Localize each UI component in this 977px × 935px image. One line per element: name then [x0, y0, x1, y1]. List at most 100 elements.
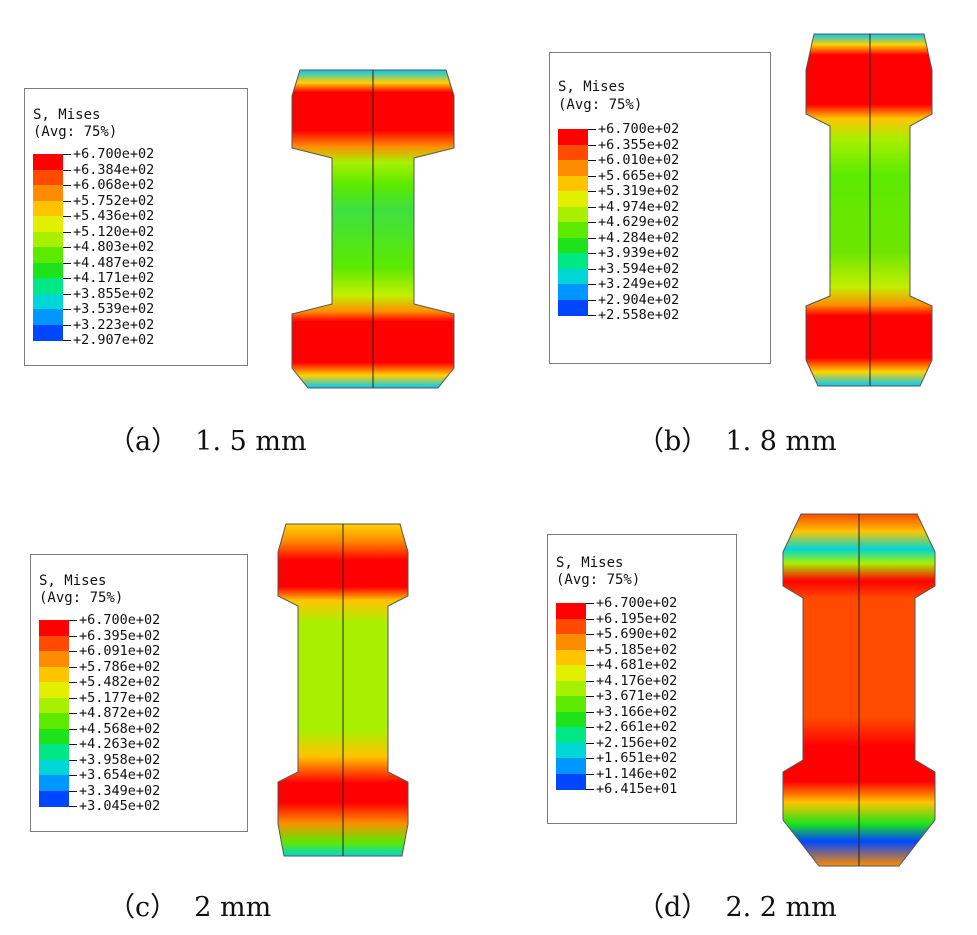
legend-tick — [69, 666, 77, 668]
color-swatch — [558, 144, 588, 161]
color-swatch — [39, 759, 69, 776]
legend-tick — [586, 789, 594, 790]
legend-tick-label: +3.958e+02 — [79, 751, 161, 768]
color-swatch — [558, 206, 588, 223]
legend-tick — [588, 299, 596, 301]
legend-tick-label: +6.700e+02 — [596, 595, 678, 611]
legend-tick-label: +5.120e+02 — [73, 223, 155, 240]
legend-tick-label: +4.568e+02 — [79, 720, 161, 737]
legend-tick-label: +3.855e+02 — [73, 285, 155, 302]
legend-tick — [588, 206, 596, 208]
legend-tick-label: +3.671e+02 — [596, 688, 678, 704]
legend-tick — [586, 773, 594, 775]
legend-tick — [588, 315, 596, 316]
legend-subtitle-a: (Avg: 75%) — [33, 124, 118, 140]
caption-a: （a） 1. 5 mm — [108, 426, 307, 457]
legend-tick-label: +3.939e+02 — [598, 245, 680, 261]
legend-tick-label: +4.872e+02 — [79, 705, 161, 721]
legend-tick-label: +5.319e+02 — [598, 183, 680, 199]
panel-d: S, Mises (Avg: 75%) +6.700e+02 +6.195e+02… — [489, 468, 977, 935]
color-swatch — [556, 618, 586, 635]
legend-tick — [63, 293, 71, 295]
legend-tick — [588, 160, 596, 161]
specimen-d — [782, 513, 936, 867]
legend-tick — [586, 680, 594, 682]
specimen-c — [277, 523, 409, 857]
legend-tick-label: +2.661e+02 — [596, 719, 678, 735]
legend-tick — [63, 247, 71, 248]
legend-tick-label: +2.156e+02 — [596, 734, 678, 751]
legend-tick-label: +5.665e+02 — [598, 167, 680, 184]
color-swatch — [39, 682, 69, 699]
legend-tick — [586, 696, 594, 697]
legend-tick — [69, 759, 77, 761]
legend-tick — [63, 185, 71, 186]
legend-tick-label: +5.177e+02 — [79, 689, 161, 706]
legend-tick — [588, 175, 596, 177]
legend-tick — [63, 154, 71, 155]
legend-tick-label: +6.010e+02 — [598, 152, 680, 168]
legend-tick-label: +1.651e+02 — [596, 750, 678, 766]
legend-tick-label: +5.752e+02 — [73, 192, 155, 209]
legend-tick-label: +3.045e+02 — [79, 798, 161, 814]
color-swatch — [39, 697, 69, 714]
legend-subtitle-b: (Avg: 75%) — [558, 97, 643, 113]
caption-c: （c） 2 mm — [108, 892, 272, 923]
color-swatch — [556, 711, 586, 728]
legend-tick — [588, 268, 596, 270]
legend-tick — [69, 635, 77, 637]
legend-tick-label: +4.487e+02 — [73, 254, 155, 271]
legend-tick-label: +6.395e+02 — [79, 627, 161, 644]
legend-tick — [586, 742, 594, 744]
legend-tick-label: +5.185e+02 — [596, 641, 678, 658]
specimen-a — [291, 69, 455, 389]
color-swatch — [33, 293, 63, 310]
legend-tick-label: +4.284e+02 — [598, 229, 680, 246]
legend-tick — [69, 620, 77, 621]
legend-subtitle-c: (Avg: 75%) — [39, 590, 124, 606]
caption-b: （b） 1. 8 mm — [637, 426, 837, 457]
legend-tick — [586, 665, 594, 666]
legend-tick-label: +1.146e+02 — [596, 765, 678, 782]
legend-tick-label: +3.594e+02 — [598, 260, 680, 277]
legend-tick — [63, 200, 71, 202]
legend-tick — [63, 324, 71, 326]
color-swatch — [33, 262, 63, 279]
color-swatch — [33, 169, 63, 186]
color-swatch — [556, 758, 586, 775]
color-swatch — [33, 278, 63, 295]
panel-a: S, Mises (Avg: 75%) +6.700e+02 +6.384e+02… — [0, 0, 488, 467]
color-swatch — [39, 666, 69, 683]
color-swatch — [556, 742, 586, 759]
color-swatch — [558, 253, 588, 270]
color-swatch — [33, 247, 63, 264]
color-swatch — [556, 680, 586, 697]
legend-tick-label: +4.629e+02 — [598, 214, 680, 230]
color-swatch — [39, 651, 69, 668]
legend-tick — [69, 806, 77, 807]
legend-title-b: S, Mises — [558, 79, 626, 95]
legend-tick — [588, 253, 596, 254]
color-swatch — [33, 185, 63, 202]
legend-tick — [69, 790, 77, 792]
legend-tick-label: +5.436e+02 — [73, 208, 155, 224]
legend-tick — [586, 603, 594, 604]
color-swatch — [33, 231, 63, 248]
legend-b: S, Mises (Avg: 75%) +6.700e+02 +6.355e+02… — [549, 52, 771, 364]
color-swatch — [33, 309, 63, 326]
color-swatch — [558, 299, 588, 316]
legend-tick — [63, 278, 71, 279]
legend-tick-label: +3.654e+02 — [79, 767, 161, 783]
color-swatch — [39, 728, 69, 745]
legend-tick — [63, 309, 71, 310]
color-swatch — [33, 324, 63, 341]
legend-tick — [586, 711, 594, 713]
legend-tick — [586, 758, 594, 759]
legend-tick-label: +4.681e+02 — [596, 657, 678, 673]
legend-tick — [586, 727, 594, 728]
legend-tick-label: +3.349e+02 — [79, 782, 161, 799]
legend-tick-label: +6.700e+02 — [79, 612, 161, 628]
legend-title-d: S, Mises — [556, 555, 624, 571]
legend-tick — [63, 231, 71, 233]
legend-tick — [588, 222, 596, 223]
